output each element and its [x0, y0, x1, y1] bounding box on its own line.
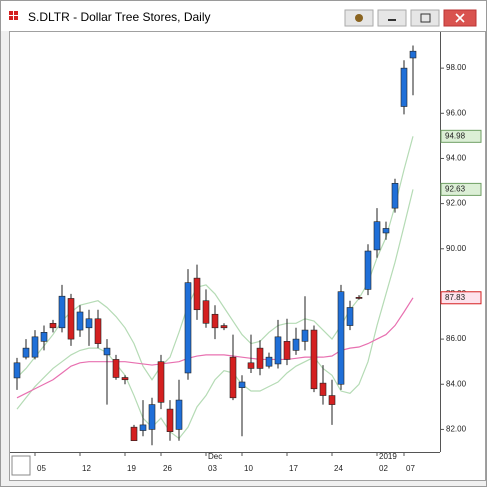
candle-body — [58, 295, 66, 329]
minimize-button[interactable] — [377, 9, 407, 27]
candle-body — [292, 338, 300, 351]
candle-body — [409, 50, 417, 59]
minimize-icon — [388, 19, 396, 21]
candle-body — [175, 399, 183, 430]
candle-body — [76, 311, 84, 331]
candle-body — [49, 322, 57, 329]
x-tick-label: 10 — [244, 464, 253, 473]
candle-body — [130, 426, 138, 442]
candle-body — [220, 325, 228, 329]
candle-body — [139, 424, 147, 431]
candle-body — [274, 336, 282, 365]
candle-body — [94, 318, 102, 344]
maximize-button[interactable] — [410, 9, 440, 27]
y-tick-label: 96.00 — [446, 108, 467, 117]
candle-body — [265, 356, 273, 367]
month-label: 2019 — [379, 452, 397, 461]
x-tick-label: 19 — [127, 464, 136, 473]
overlay-line — [16, 297, 414, 399]
candle-body — [355, 297, 363, 299]
candle-body — [193, 277, 201, 311]
corner-box[interactable] — [11, 455, 31, 476]
candle-body — [22, 347, 30, 358]
candle-body — [283, 341, 291, 360]
y-tick-label: 82.00 — [446, 425, 467, 434]
x-tick-label: 07 — [406, 464, 415, 473]
candle-body — [328, 395, 336, 405]
last-value-label: 94.98 — [445, 131, 466, 140]
candle-body — [112, 359, 120, 378]
candle-body — [373, 221, 381, 251]
y-tick-label: 92.00 — [446, 199, 467, 208]
x-tick-label: 17 — [289, 464, 298, 473]
candle-body — [202, 300, 210, 324]
month-label: Dec — [208, 452, 222, 461]
candle-body — [310, 329, 318, 390]
candle-body — [31, 336, 39, 358]
x-tick-label: 03 — [208, 464, 217, 473]
window-icon — [9, 11, 18, 20]
candle-body — [121, 377, 129, 381]
candle-body — [40, 332, 48, 342]
candle-body — [211, 313, 219, 329]
candle-body — [157, 361, 165, 403]
candle-body — [400, 67, 408, 107]
candle-body — [229, 356, 237, 399]
candle-body — [13, 362, 21, 379]
chart-frame — [9, 31, 486, 481]
candle-body — [148, 404, 156, 430]
candle-body — [364, 250, 372, 290]
last-value-label: 87.83 — [445, 293, 466, 302]
y-tick-label: 90.00 — [446, 244, 467, 253]
maximize-icon — [420, 13, 431, 23]
link-icon — [355, 14, 363, 22]
candle-body — [238, 381, 246, 388]
candle-body — [337, 291, 345, 385]
candle-body — [103, 347, 111, 356]
window-title: S.DLTR - Dollar Tree Stores, Daily — [28, 10, 211, 24]
candle-body — [382, 228, 390, 234]
candle-body — [346, 307, 354, 326]
y-tick-label: 94.00 — [446, 154, 467, 163]
x-tick-label: 24 — [334, 464, 343, 473]
last-value-box — [440, 182, 482, 196]
y-tick-label: 98.00 — [446, 63, 467, 72]
candle-body — [301, 329, 309, 342]
candle-body — [319, 382, 327, 396]
candle-body — [184, 282, 192, 374]
candle-body — [247, 362, 255, 369]
candle-body — [391, 182, 399, 209]
overlay-line — [16, 189, 414, 440]
x-tick-label: 02 — [379, 464, 388, 473]
candle-body — [85, 318, 93, 329]
title-buttons[interactable] — [344, 9, 477, 27]
candle-body — [166, 408, 174, 432]
last-value-label: 92.63 — [445, 184, 466, 193]
last-value-box — [440, 129, 482, 143]
x-tick-label: 12 — [82, 464, 91, 473]
close-icon — [455, 13, 465, 23]
x-tick-label: 26 — [163, 464, 172, 473]
last-value-box — [440, 291, 482, 305]
y-tick-label: 84.00 — [446, 379, 467, 388]
candle-body — [256, 347, 264, 369]
y-tick-label: 86.00 — [446, 334, 467, 343]
candle-body — [67, 298, 75, 340]
x-tick-label: 05 — [37, 464, 46, 473]
